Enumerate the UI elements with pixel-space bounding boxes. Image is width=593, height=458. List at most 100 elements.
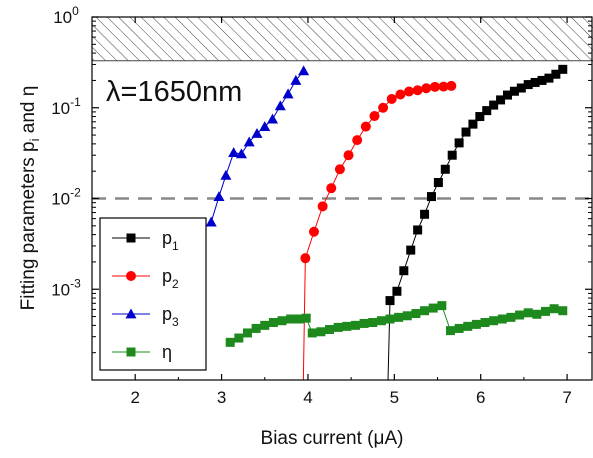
series-4-point-32 bbox=[489, 316, 499, 326]
series-3-point-3 bbox=[220, 169, 232, 180]
series-2-point-16 bbox=[429, 81, 440, 92]
series-2-point-10 bbox=[378, 102, 389, 113]
legend-label-sub: 1 bbox=[172, 239, 179, 253]
y-tick-label--1: 10-1 bbox=[51, 95, 81, 118]
y-tick-base: 10 bbox=[51, 190, 70, 209]
series-2-point-7 bbox=[352, 135, 363, 146]
series-4-point-8 bbox=[286, 314, 296, 324]
series-4-point-22 bbox=[402, 311, 412, 321]
legend-label-2: p2 bbox=[162, 266, 179, 291]
x-tick-label-6: 6 bbox=[476, 388, 485, 407]
series-2-point-3 bbox=[317, 201, 328, 212]
series-2-point-6 bbox=[343, 150, 354, 161]
legend-label-name: p bbox=[162, 266, 172, 286]
series-1 bbox=[385, 64, 568, 380]
series-4-point-7 bbox=[277, 316, 287, 326]
series-4-point-12 bbox=[316, 327, 326, 337]
y-tick-exponent: 0 bbox=[72, 4, 79, 18]
legend-marker-2 bbox=[126, 271, 136, 281]
series-4-point-4 bbox=[251, 323, 261, 333]
series-4-point-25 bbox=[428, 303, 438, 313]
series-2-point-1 bbox=[300, 253, 311, 264]
series-1-point-21 bbox=[523, 80, 533, 90]
y-axis-title-tail: and η bbox=[18, 86, 39, 139]
series-1-point-5 bbox=[413, 225, 423, 235]
legend-label-3: p3 bbox=[162, 304, 179, 329]
y-tick-base: 10 bbox=[51, 99, 70, 118]
series-3-point-1 bbox=[205, 216, 217, 227]
series-2-point-8 bbox=[360, 121, 371, 132]
y-tick-label-0: 100 bbox=[53, 4, 79, 27]
series-3-point-5 bbox=[235, 148, 247, 159]
series-1-tail bbox=[387, 300, 391, 380]
series-4-point-33 bbox=[497, 314, 507, 324]
plot-background bbox=[92, 17, 593, 200]
series-1-point-4 bbox=[406, 245, 416, 255]
y-tick-base: 10 bbox=[51, 280, 70, 299]
series-1-point-18 bbox=[502, 90, 512, 100]
series-2-point-11 bbox=[386, 93, 397, 104]
legend-label-4: η bbox=[162, 342, 172, 362]
series-4-point-2 bbox=[234, 333, 244, 343]
annotation-wavelength: λ=1650nm bbox=[106, 76, 242, 108]
series-4-point-21 bbox=[394, 312, 404, 322]
hatched-region bbox=[92, 17, 593, 61]
x-tick-label-3: 3 bbox=[217, 388, 226, 407]
series-4-point-5 bbox=[260, 320, 270, 330]
series-4-point-40 bbox=[558, 306, 568, 316]
legend-label-name: p bbox=[162, 304, 172, 324]
x-tick-label-7: 7 bbox=[562, 388, 571, 407]
series-3-point-2 bbox=[213, 191, 225, 201]
series-4-point-23 bbox=[411, 309, 421, 319]
series-4-point-6 bbox=[268, 318, 278, 328]
series-2-point-9 bbox=[369, 111, 380, 122]
series-1-point-10 bbox=[447, 150, 457, 160]
series-3-point-8 bbox=[259, 121, 271, 131]
legend-marker-3 bbox=[125, 308, 137, 319]
series-1-point-1 bbox=[385, 296, 395, 306]
series-1-line bbox=[389, 68, 564, 301]
y-axis-title-sub: i bbox=[27, 138, 42, 141]
series-1-point-15 bbox=[482, 106, 492, 116]
x-tick-label-2: 2 bbox=[130, 388, 139, 407]
series-1-point-19 bbox=[509, 86, 519, 96]
legend-label-name: p bbox=[162, 228, 172, 248]
series-1-point-25 bbox=[551, 69, 561, 79]
y-axis-title-main: Fitting parameters p bbox=[18, 141, 39, 310]
series-2-point-13 bbox=[404, 86, 415, 97]
series-4-point-30 bbox=[471, 319, 481, 329]
y-tick-base: 10 bbox=[53, 8, 72, 27]
series-4-point-19 bbox=[376, 316, 386, 326]
legend-box bbox=[99, 217, 207, 371]
series-4-point-27 bbox=[445, 326, 455, 336]
series-1-point-8 bbox=[433, 178, 443, 188]
series-4-point-1 bbox=[225, 337, 235, 347]
series-4 bbox=[225, 301, 568, 347]
series-1-point-2 bbox=[392, 286, 402, 296]
series-1-point-7 bbox=[426, 192, 436, 202]
series-1-point-17 bbox=[496, 95, 506, 105]
series-1-point-13 bbox=[468, 119, 478, 129]
series-3-point-6 bbox=[243, 136, 255, 147]
series-1-point-3 bbox=[399, 266, 409, 276]
series-1-point-26 bbox=[558, 64, 568, 74]
series-2-point-14 bbox=[412, 85, 423, 96]
series-2-point-4 bbox=[326, 183, 337, 194]
series-4-point-3 bbox=[242, 328, 252, 338]
legend-marker-4 bbox=[126, 347, 136, 357]
series-1-point-22 bbox=[530, 77, 540, 87]
series-4-point-28 bbox=[454, 323, 464, 333]
series-4-point-39 bbox=[549, 304, 559, 314]
series-4-point-13 bbox=[325, 325, 335, 335]
y-tick-label--2: 10-2 bbox=[51, 186, 81, 209]
legend-marker-1 bbox=[126, 233, 136, 243]
series-4-point-18 bbox=[368, 318, 378, 328]
series-4-point-35 bbox=[515, 310, 525, 320]
series-4-point-31 bbox=[480, 318, 490, 328]
series-3-point-7 bbox=[251, 128, 263, 138]
series-4-point-9 bbox=[294, 314, 304, 324]
series-4-point-34 bbox=[506, 312, 516, 322]
